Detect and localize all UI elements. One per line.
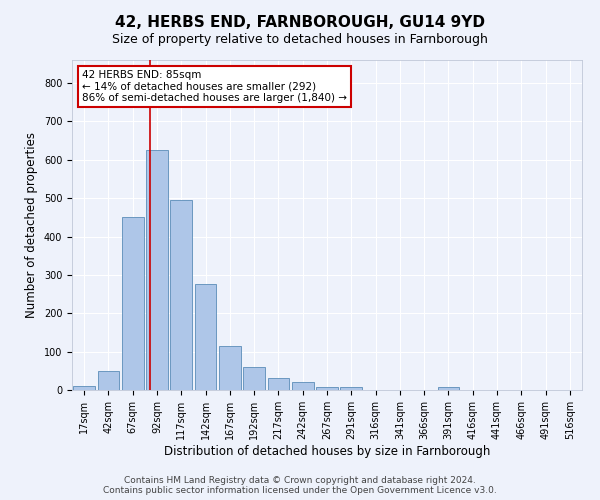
- Bar: [170, 200, 192, 390]
- Text: 42 HERBS END: 85sqm
← 14% of detached houses are smaller (292)
86% of semi-detac: 42 HERBS END: 85sqm ← 14% of detached ho…: [82, 70, 347, 103]
- Bar: [243, 367, 265, 390]
- X-axis label: Distribution of detached houses by size in Farnborough: Distribution of detached houses by size …: [164, 444, 490, 458]
- Bar: [268, 378, 289, 390]
- Y-axis label: Number of detached properties: Number of detached properties: [25, 132, 38, 318]
- Text: Size of property relative to detached houses in Farnborough: Size of property relative to detached ho…: [112, 32, 488, 46]
- Bar: [97, 371, 119, 390]
- Bar: [316, 387, 338, 390]
- Bar: [194, 284, 217, 390]
- Text: 42, HERBS END, FARNBOROUGH, GU14 9YD: 42, HERBS END, FARNBOROUGH, GU14 9YD: [115, 15, 485, 30]
- Text: Contains HM Land Registry data © Crown copyright and database right 2024.
Contai: Contains HM Land Registry data © Crown c…: [103, 476, 497, 495]
- Bar: [73, 386, 95, 390]
- Bar: [437, 387, 460, 390]
- Bar: [292, 382, 314, 390]
- Bar: [219, 346, 241, 390]
- Bar: [146, 150, 168, 390]
- Bar: [122, 218, 143, 390]
- Bar: [340, 387, 362, 390]
